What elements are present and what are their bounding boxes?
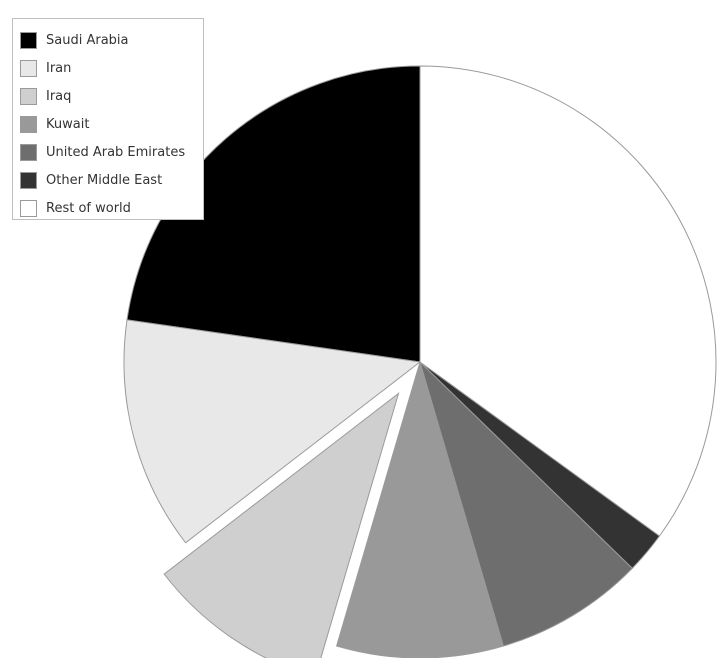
legend-swatch-other-middle-east [20,171,37,189]
legend-label-iraq: Iraq [46,88,72,104]
legend-swatch-iraq [20,87,37,105]
legend-label-rest-of-world: Rest of world [46,200,131,216]
pie-slice-iran [123,319,422,544]
pie-slice-united-arab-emirates [418,360,633,647]
legend-label-other-middle-east: Other Middle East [46,172,163,188]
legend-item-iraq: Iraq [20,82,203,110]
legend-label-united-arab-emirates: United Arab Emirates [46,144,186,160]
legend-label-saudi-arabia: Saudi Arabia [46,32,129,48]
legend-swatch-united-arab-emirates [20,143,37,161]
legend-item-kuwait: Kuwait [20,110,203,138]
legend-swatch-rest-of-world [20,199,37,217]
legend-swatch-kuwait [20,115,37,133]
legend-swatch-saudi-arabia [20,31,37,49]
legend-item-other-middle-east: Other Middle East [20,166,203,194]
pie-slice-rest-of-world [419,65,717,537]
legend-label-iran: Iran [46,60,72,76]
legend-swatch-iran [20,59,37,77]
pie-slice-kuwait [335,360,505,658]
legend: Saudi Arabia Iran Iraq Kuwait United Ara… [12,18,204,220]
pie-slice-saudi-arabia [126,65,421,363]
legend-item-iran: Iran [20,54,203,82]
pie-slice-iraq [163,392,400,658]
legend-item-saudi-arabia: Saudi Arabia [20,26,203,54]
legend-item-united-arab-emirates: United Arab Emirates [20,138,203,166]
legend-item-rest-of-world: Rest of world [20,194,203,222]
legend-label-kuwait: Kuwait [46,116,90,132]
